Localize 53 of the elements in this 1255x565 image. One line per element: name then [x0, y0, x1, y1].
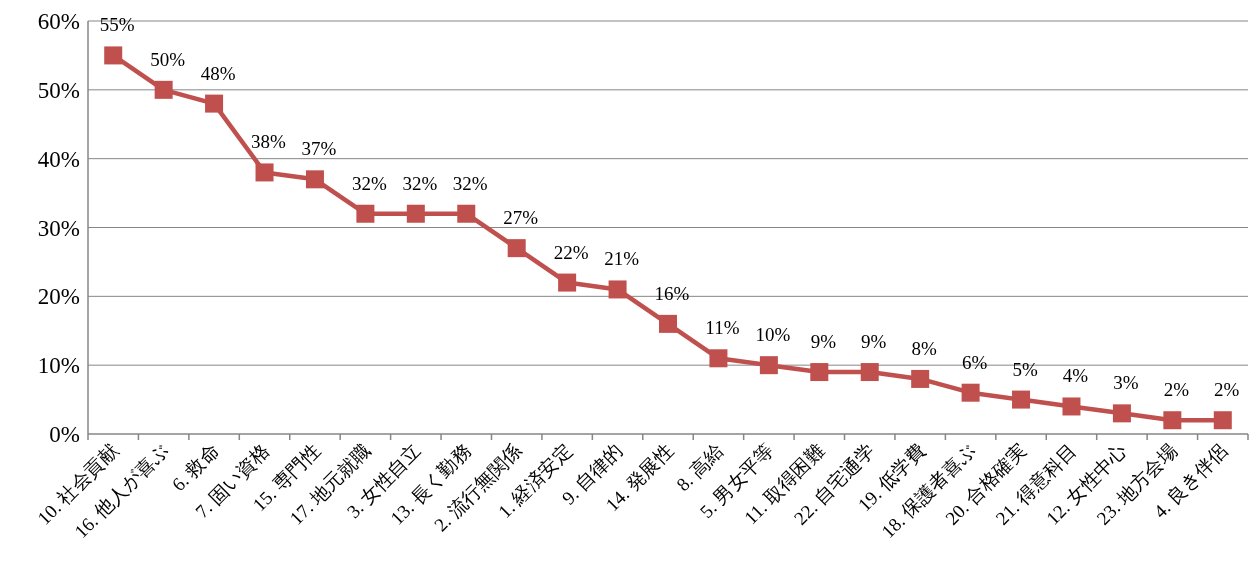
data-label: 6%: [961, 351, 988, 373]
data-label: 22%: [553, 241, 589, 263]
point: [1163, 411, 1182, 430]
point: [608, 280, 627, 299]
point: [356, 204, 375, 223]
point: [255, 163, 274, 182]
data-label: 32%: [402, 172, 438, 194]
point: [911, 369, 930, 388]
y-tick-label: 20%: [37, 284, 80, 310]
point: [104, 46, 123, 65]
data-label: 50%: [150, 48, 186, 70]
data-label: 11%: [705, 317, 740, 339]
data-label: 5%: [1012, 358, 1038, 380]
data-label: 21%: [604, 248, 640, 270]
y-tick-label: 40%: [37, 146, 80, 172]
y-tick-label: 0%: [49, 422, 80, 447]
point: [305, 170, 324, 189]
y-tick-label: 50%: [37, 77, 80, 103]
data-label: 55%: [99, 14, 135, 36]
point: [1213, 411, 1232, 430]
point: [659, 314, 677, 333]
data-label: 2%: [1214, 379, 1240, 401]
y-tick-label: 60%: [37, 9, 80, 34]
data-label: 48%: [200, 62, 236, 84]
data-label: 37%: [301, 138, 337, 160]
point: [1062, 397, 1081, 416]
data-label: 2%: [1163, 379, 1190, 401]
data-label: 38%: [251, 131, 287, 153]
y-tick-label: 30%: [37, 215, 80, 241]
point: [759, 356, 778, 375]
point: [810, 363, 829, 382]
point: [961, 383, 980, 402]
point: [558, 273, 577, 292]
point: [154, 80, 173, 99]
data-label: 16%: [654, 282, 690, 304]
point: [507, 239, 526, 258]
point: [406, 204, 425, 223]
point: [457, 204, 476, 223]
data-label: 4%: [1062, 365, 1089, 387]
data-label: 32%: [351, 172, 387, 194]
y-tick-label: 10%: [37, 353, 80, 379]
point: [1012, 390, 1031, 409]
point: [709, 349, 728, 368]
point: [205, 94, 224, 113]
data-label: 9%: [861, 331, 887, 353]
data-label: 27%: [503, 207, 539, 229]
data-label: 32%: [452, 172, 488, 194]
data-label: 9%: [810, 331, 837, 353]
data-label: 3%: [1113, 372, 1139, 394]
point: [1112, 404, 1131, 423]
point: [860, 363, 879, 382]
data-label: 10%: [755, 324, 791, 346]
data-label: 8%: [911, 337, 938, 359]
